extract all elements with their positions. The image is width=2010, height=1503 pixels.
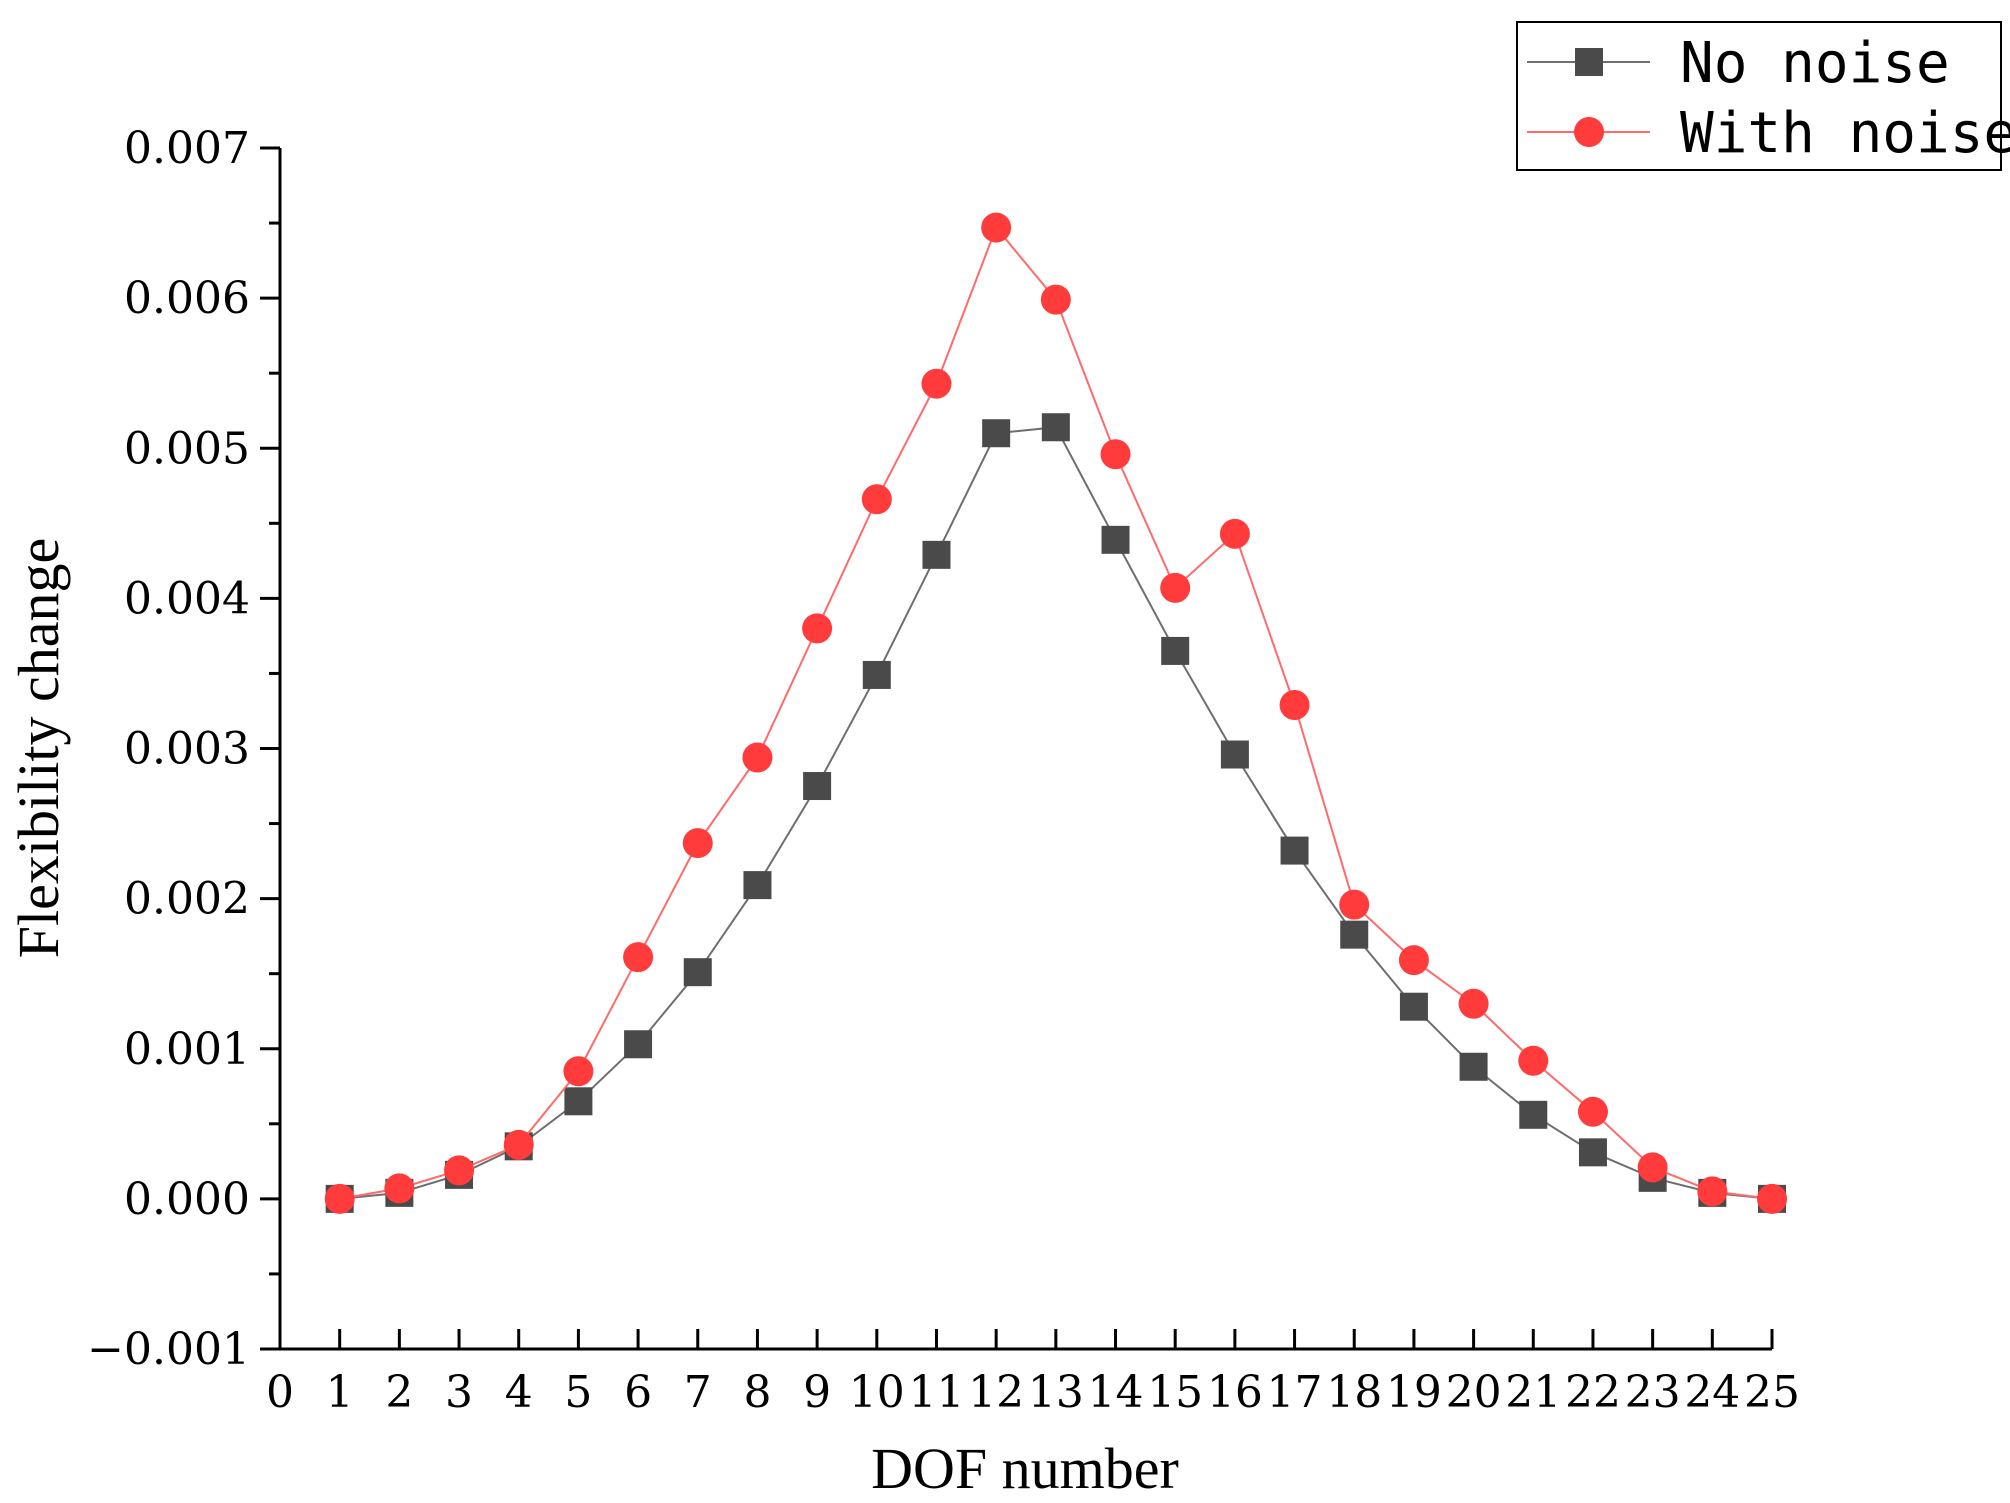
data-point-circle — [1279, 689, 1310, 720]
x-tick-label: 19 — [1386, 1367, 1442, 1418]
x-tick-label: 13 — [1028, 1367, 1084, 1418]
y-tick-label: 0.000 — [124, 1174, 250, 1225]
data-point-circle — [921, 368, 952, 399]
x-tick-label: 10 — [849, 1367, 905, 1418]
x-tick-label: 16 — [1207, 1367, 1263, 1418]
axes: −0.001 0.000 0.001 0.002 0.003 0.004 0.005 0.00… — [87, 123, 1800, 1418]
x-tick-label: 22 — [1565, 1367, 1621, 1418]
series-no-noise — [325, 413, 1786, 1213]
data-point-circle — [1577, 1096, 1608, 1127]
data-point-square — [564, 1087, 593, 1116]
x-tick-label: 12 — [968, 1367, 1024, 1418]
legend-label-with-noise: With noise — [1680, 101, 2010, 166]
data-point-circle — [1637, 1152, 1668, 1183]
series-layer — [324, 212, 1787, 1214]
x-tick-label: 11 — [908, 1367, 964, 1418]
data-point-square — [1519, 1100, 1548, 1129]
series-line — [339, 225, 1773, 1200]
data-point-square — [1340, 920, 1369, 949]
data-point-square — [743, 871, 772, 900]
data-point-circle — [742, 742, 773, 773]
data-point-circle — [1100, 439, 1131, 470]
legend-box — [1516, 21, 2002, 171]
x-axis-title: DOF number — [871, 1436, 1179, 1501]
data-point-circle — [1697, 1176, 1728, 1207]
data-point-circle — [444, 1155, 475, 1186]
y-tick-label: 0.006 — [124, 273, 250, 324]
legend-marker-no-noise — [1575, 48, 1603, 76]
data-point-square — [1161, 636, 1190, 665]
x-tick-label: 9 — [803, 1367, 831, 1418]
data-point-square — [982, 419, 1011, 448]
y-tick-label: 0.005 — [124, 423, 250, 474]
data-point-circle — [1339, 889, 1370, 920]
x-tick-label: 0 — [266, 1367, 294, 1418]
data-point-square — [862, 660, 891, 689]
x-tick-label: 18 — [1326, 1367, 1382, 1418]
data-point-square — [803, 772, 832, 801]
data-point-circle — [384, 1173, 415, 1204]
x-tick-label: 23 — [1625, 1367, 1681, 1418]
data-point-circle — [503, 1129, 534, 1160]
data-point-circle — [1219, 518, 1250, 549]
data-point-square — [922, 540, 951, 569]
x-tick-label: 14 — [1088, 1367, 1144, 1418]
x-tick-label: 2 — [385, 1367, 413, 1418]
x-tick-label: 25 — [1744, 1367, 1800, 1418]
data-point-square — [1459, 1052, 1488, 1081]
data-point-square — [1101, 525, 1130, 554]
legend-marker-with-noise — [1574, 117, 1604, 147]
series-with-noise — [324, 212, 1787, 1214]
data-point-circle — [1458, 988, 1489, 1019]
y-tick-label: 0.004 — [124, 573, 250, 624]
x-tick-label: 5 — [564, 1367, 592, 1418]
data-point-circle — [563, 1056, 594, 1087]
y-tick-label: 0.001 — [124, 1024, 250, 1075]
data-point-circle — [981, 212, 1012, 243]
data-point-circle — [861, 484, 892, 515]
x-tick-label: 15 — [1147, 1367, 1203, 1418]
x-tick-label: 3 — [445, 1367, 473, 1418]
data-point-circle — [1040, 284, 1071, 315]
data-point-square — [683, 958, 712, 987]
y-tick-label: 0.007 — [124, 123, 250, 174]
y-tick-label: 0.002 — [124, 874, 250, 925]
series-line — [339, 426, 1773, 1200]
y-axis-title: Flexibility change — [6, 538, 71, 958]
data-point-square — [1041, 413, 1070, 442]
x-tick-label: 8 — [743, 1367, 771, 1418]
x-tick-label: 1 — [326, 1367, 354, 1418]
data-point-square — [1578, 1138, 1607, 1167]
legend-label-no-noise: No noise — [1680, 31, 1950, 96]
data-point-square — [1220, 740, 1249, 769]
x-tick-label: 21 — [1505, 1367, 1561, 1418]
legend: No noise With noise — [1516, 21, 2010, 171]
x-tick-label: 7 — [684, 1367, 712, 1418]
y-tick-label: 0.003 — [124, 724, 250, 775]
data-point-circle — [1757, 1183, 1787, 1214]
data-point-circle — [682, 828, 713, 859]
x-tick-label: 20 — [1446, 1367, 1502, 1418]
data-point-square — [624, 1030, 653, 1059]
data-point-square — [1280, 836, 1309, 865]
x-tick-label: 17 — [1267, 1367, 1323, 1418]
data-point-circle — [1518, 1045, 1549, 1076]
data-point-circle — [1398, 945, 1429, 976]
data-point-circle — [324, 1183, 355, 1214]
data-point-circle — [802, 613, 833, 644]
x-tick-label: 6 — [624, 1367, 652, 1418]
data-point-square — [1399, 992, 1428, 1021]
data-point-circle — [623, 942, 654, 973]
x-tick-label: 24 — [1684, 1367, 1740, 1418]
data-point-circle — [1160, 572, 1191, 603]
y-tick-label: −0.001 — [87, 1324, 250, 1375]
x-tick-label: 4 — [505, 1367, 533, 1418]
